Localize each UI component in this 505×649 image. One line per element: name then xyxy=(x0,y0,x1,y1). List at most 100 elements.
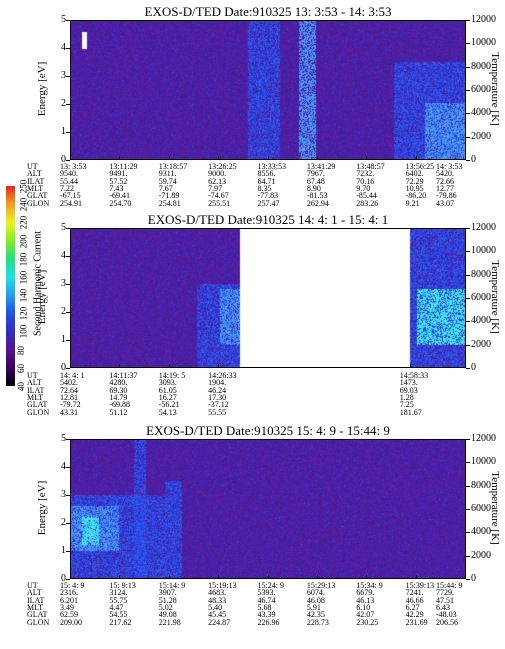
ephemeris-value: 14: 3:53 xyxy=(436,162,463,171)
ephemeris-value: 15:14: 9 xyxy=(158,581,186,590)
colorbar-tick-label: 40 xyxy=(16,382,26,391)
ephemeris-row-label: GLAT xyxy=(27,610,48,620)
ephemeris-value: 14.79 xyxy=(109,392,128,402)
y2-tick-label: 2000 xyxy=(471,549,491,561)
ephemeris-value: 46.66 xyxy=(405,595,424,605)
ephemeris-value: 209.00 xyxy=(60,617,82,627)
x-tick-mark xyxy=(119,575,121,579)
y-tick-mark xyxy=(66,523,70,524)
ephemeris-value: 61.05 xyxy=(158,385,177,395)
ephemeris-value: 3.49 xyxy=(60,602,74,612)
y2-tick-mark xyxy=(466,43,470,45)
ephemeris-value: 15: 4: 9 xyxy=(60,581,85,590)
y2-tick-label: 10000 xyxy=(471,245,496,257)
ephemeris-value: 10.95 xyxy=(405,183,424,193)
y2-tick-label: 4000 xyxy=(471,107,491,119)
ephemeris-value: 13:18:57 xyxy=(158,162,188,171)
y2-tick-label: 8000 xyxy=(471,268,491,280)
y-axis-label: Energy [eV] xyxy=(36,480,48,536)
ephemeris-value: 3907. xyxy=(158,588,177,598)
ephemeris-value: 181.67 xyxy=(399,407,422,417)
y-tick-mark xyxy=(66,228,70,229)
ephemeris-value: 9311. xyxy=(158,169,177,179)
ephemeris-value: 14:58:33 xyxy=(399,371,429,380)
ephemeris-value: 46.74 xyxy=(257,595,276,605)
ephemeris-value: 54.13 xyxy=(158,407,177,417)
y2-tick-mark xyxy=(466,532,470,534)
x-tick-mark xyxy=(218,575,220,579)
x-tick-mark xyxy=(267,156,269,160)
ephemeris-value: 13:33:53 xyxy=(257,162,286,171)
ephemeris-value: 13:41:29 xyxy=(306,162,336,171)
y2-axis-label: Temperature [K] xyxy=(489,52,501,126)
y2-tick-mark xyxy=(466,274,470,276)
colorbar-tick-label: 140 xyxy=(18,288,29,303)
y-tick-mark xyxy=(66,256,70,257)
ephemeris-value: 9491. xyxy=(109,169,128,179)
colorbar-tick-label: 200 xyxy=(18,234,29,248)
ephemeris-value: 49.08 xyxy=(158,610,177,620)
ephemeris-value: 14:11:37 xyxy=(109,371,138,380)
x-tick-mark xyxy=(168,156,170,160)
y-tick-mark xyxy=(66,467,70,468)
ephemeris-value: 5393. xyxy=(257,588,276,598)
ephemeris-value: 42.07 xyxy=(356,610,375,620)
ephemeris-value: -81.53 xyxy=(306,191,328,201)
ephemeris-value: 15:34: 9 xyxy=(356,581,383,590)
y2-tick-label: 0 xyxy=(471,362,476,373)
ephemeris-value: 206.56 xyxy=(436,617,458,627)
y2-tick-mark xyxy=(466,136,470,138)
y2-tick-label: 8000 xyxy=(471,479,491,491)
ephemeris-value: 55.75 xyxy=(109,595,128,605)
ephemeris-value: 6.27 xyxy=(405,602,420,612)
ephemeris-value: 43.31 xyxy=(60,407,78,417)
y-tick-label: 2 xyxy=(61,517,66,528)
y2-tick-label: 2000 xyxy=(471,130,491,142)
x-tick-mark xyxy=(168,575,170,579)
ephemeris-value: 283.26 xyxy=(356,198,379,208)
ephemeris-row-label: ALT xyxy=(27,378,42,388)
ephemeris-value: 54.55 xyxy=(109,610,128,620)
colorbar-tick-label: 180 xyxy=(18,252,29,266)
y-tick-label: 0 xyxy=(61,154,66,165)
ephemeris-value: 55.55 xyxy=(208,407,227,417)
y-tick-mark xyxy=(66,76,70,77)
x-tick-mark xyxy=(218,364,220,368)
ephemeris-value: 217.62 xyxy=(109,617,132,627)
y2-axis-label: Temperature [K] xyxy=(489,260,501,334)
ephemeris-value: 4683. xyxy=(208,588,227,598)
ephemeris-row-label: ILAT xyxy=(27,176,45,186)
x-tick-mark xyxy=(366,575,368,579)
y2-tick-mark xyxy=(466,579,470,580)
spectrogram-plot xyxy=(70,20,466,160)
y2-axis-label: Temperature [K] xyxy=(489,471,501,545)
ephemeris-value: 6.201 xyxy=(60,595,78,605)
ephemeris-value: 42.29 xyxy=(405,610,424,620)
y2-tick-mark xyxy=(466,251,470,253)
ephemeris-value: 14:19: 5 xyxy=(158,371,186,380)
ephemeris-value: 13: 3:53 xyxy=(60,162,87,171)
y-tick-label: 5 xyxy=(61,14,66,25)
ephemeris-value: 224.87 xyxy=(208,617,231,627)
y-tick-mark xyxy=(66,20,70,21)
ephemeris-value: -67.15 xyxy=(60,191,81,201)
y-tick-mark xyxy=(66,104,70,105)
ephemeris-row-label: GLAT xyxy=(27,400,48,410)
ephemeris-row-label: UT xyxy=(27,581,38,590)
y-tick-mark xyxy=(66,368,70,369)
ephemeris-value: -79.72 xyxy=(60,400,81,410)
y2-tick-mark xyxy=(466,113,470,115)
y-tick-mark xyxy=(66,579,70,580)
ephemeris-value: 57.52 xyxy=(109,176,128,186)
x-tick-mark xyxy=(218,156,220,160)
ephemeris-row-label: ILAT xyxy=(27,385,45,395)
ephemeris-value: 51.12 xyxy=(109,407,128,417)
ephemeris-value: 17.30 xyxy=(208,392,227,402)
y2-tick-mark xyxy=(466,485,470,487)
ephemeris-value: 7.43 xyxy=(109,183,124,193)
y2-tick-mark xyxy=(466,20,470,21)
ephemeris-value: 51.28 xyxy=(158,595,177,605)
ephemeris-value: 3124. xyxy=(109,588,128,598)
ephemeris-value: -74.67 xyxy=(208,191,229,201)
ephemeris-value: 62.59 xyxy=(60,610,78,620)
